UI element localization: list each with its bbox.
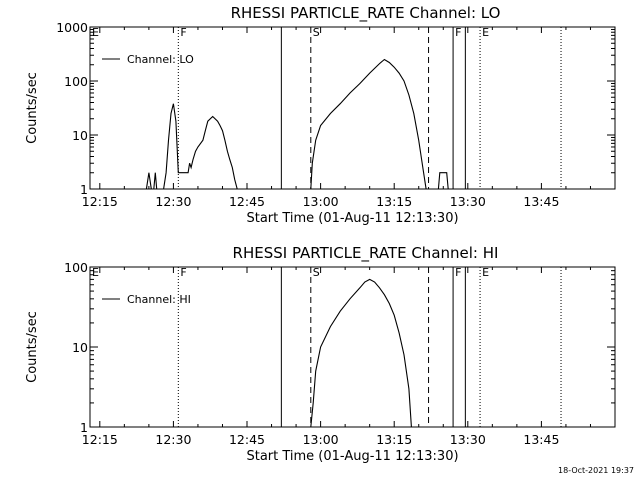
y-tick-label: 100	[64, 260, 88, 275]
event-marker-label: S	[313, 26, 320, 39]
legend-label: Channel: HI	[127, 293, 191, 306]
series-line	[437, 172, 449, 190]
event-marker-label: S	[313, 266, 320, 279]
event-marker-label: F	[180, 26, 186, 39]
event-marker-label: E	[92, 266, 99, 279]
x-tick-label: 13:15	[376, 432, 412, 447]
y-tick-label: 1	[80, 420, 88, 435]
plot-frame	[89, 266, 616, 428]
event-marker-label: F	[455, 266, 461, 279]
event-marker-label: E	[482, 26, 489, 39]
chart-title: RHESSI PARTICLE_RATE Channel: LO	[231, 4, 501, 23]
legend-label: Channel: LO	[127, 53, 194, 66]
x-tick-label: 13:30	[450, 432, 486, 447]
x-tick-label: 12:45	[229, 194, 265, 209]
y-axis-label: Counts/sec	[25, 72, 40, 144]
x-tick-label: 13:00	[303, 432, 339, 447]
x-axis-label: Start Time (01-Aug-11 12:13:30)	[246, 211, 458, 226]
x-tick-label: 12:15	[82, 194, 118, 209]
series-line	[145, 172, 152, 190]
x-axis-label: Start Time (01-Aug-11 12:13:30)	[246, 449, 458, 464]
chart-panel-2: RHESSI PARTICLE_RATE Channel: HI 12:15 12:…	[25, 244, 616, 464]
chart-title: RHESSI PARTICLE_RATE Channel: HI	[233, 244, 499, 263]
series-line	[310, 278, 412, 428]
plot-frame	[89, 26, 616, 190]
series-line	[310, 58, 427, 190]
event-marker-label: E	[482, 266, 489, 279]
y-tick-label: 100	[64, 74, 88, 89]
series-line	[163, 103, 238, 190]
x-tick-label: 13:00	[303, 194, 339, 209]
x-tick-label: 13:45	[523, 432, 559, 447]
x-tick-label: 13:30	[450, 194, 486, 209]
x-tick-label: 12:45	[229, 432, 265, 447]
y-tick-label: 10	[72, 128, 88, 143]
chart-panel-1: RHESSI PARTICLE_RATE Channel: LO 12:15 12:…	[25, 4, 616, 226]
timestamp: 18-Oct-2021 19:37	[558, 466, 634, 475]
x-tick-label: 12:30	[155, 432, 191, 447]
x-tick-label: 12:30	[155, 194, 191, 209]
y-axis-label: Counts/sec	[25, 311, 40, 383]
y-tick-label: 1000	[56, 20, 88, 35]
event-marker-label: F	[180, 266, 186, 279]
x-tick-label: 13:15	[376, 194, 412, 209]
event-marker-label: F	[455, 26, 461, 39]
x-tick-label: 12:15	[82, 432, 118, 447]
x-tick-label: 13:45	[523, 194, 559, 209]
event-marker-label: E	[92, 26, 99, 39]
y-tick-label: 1	[80, 182, 88, 197]
series-line	[153, 172, 158, 190]
y-tick-label: 10	[72, 340, 88, 355]
